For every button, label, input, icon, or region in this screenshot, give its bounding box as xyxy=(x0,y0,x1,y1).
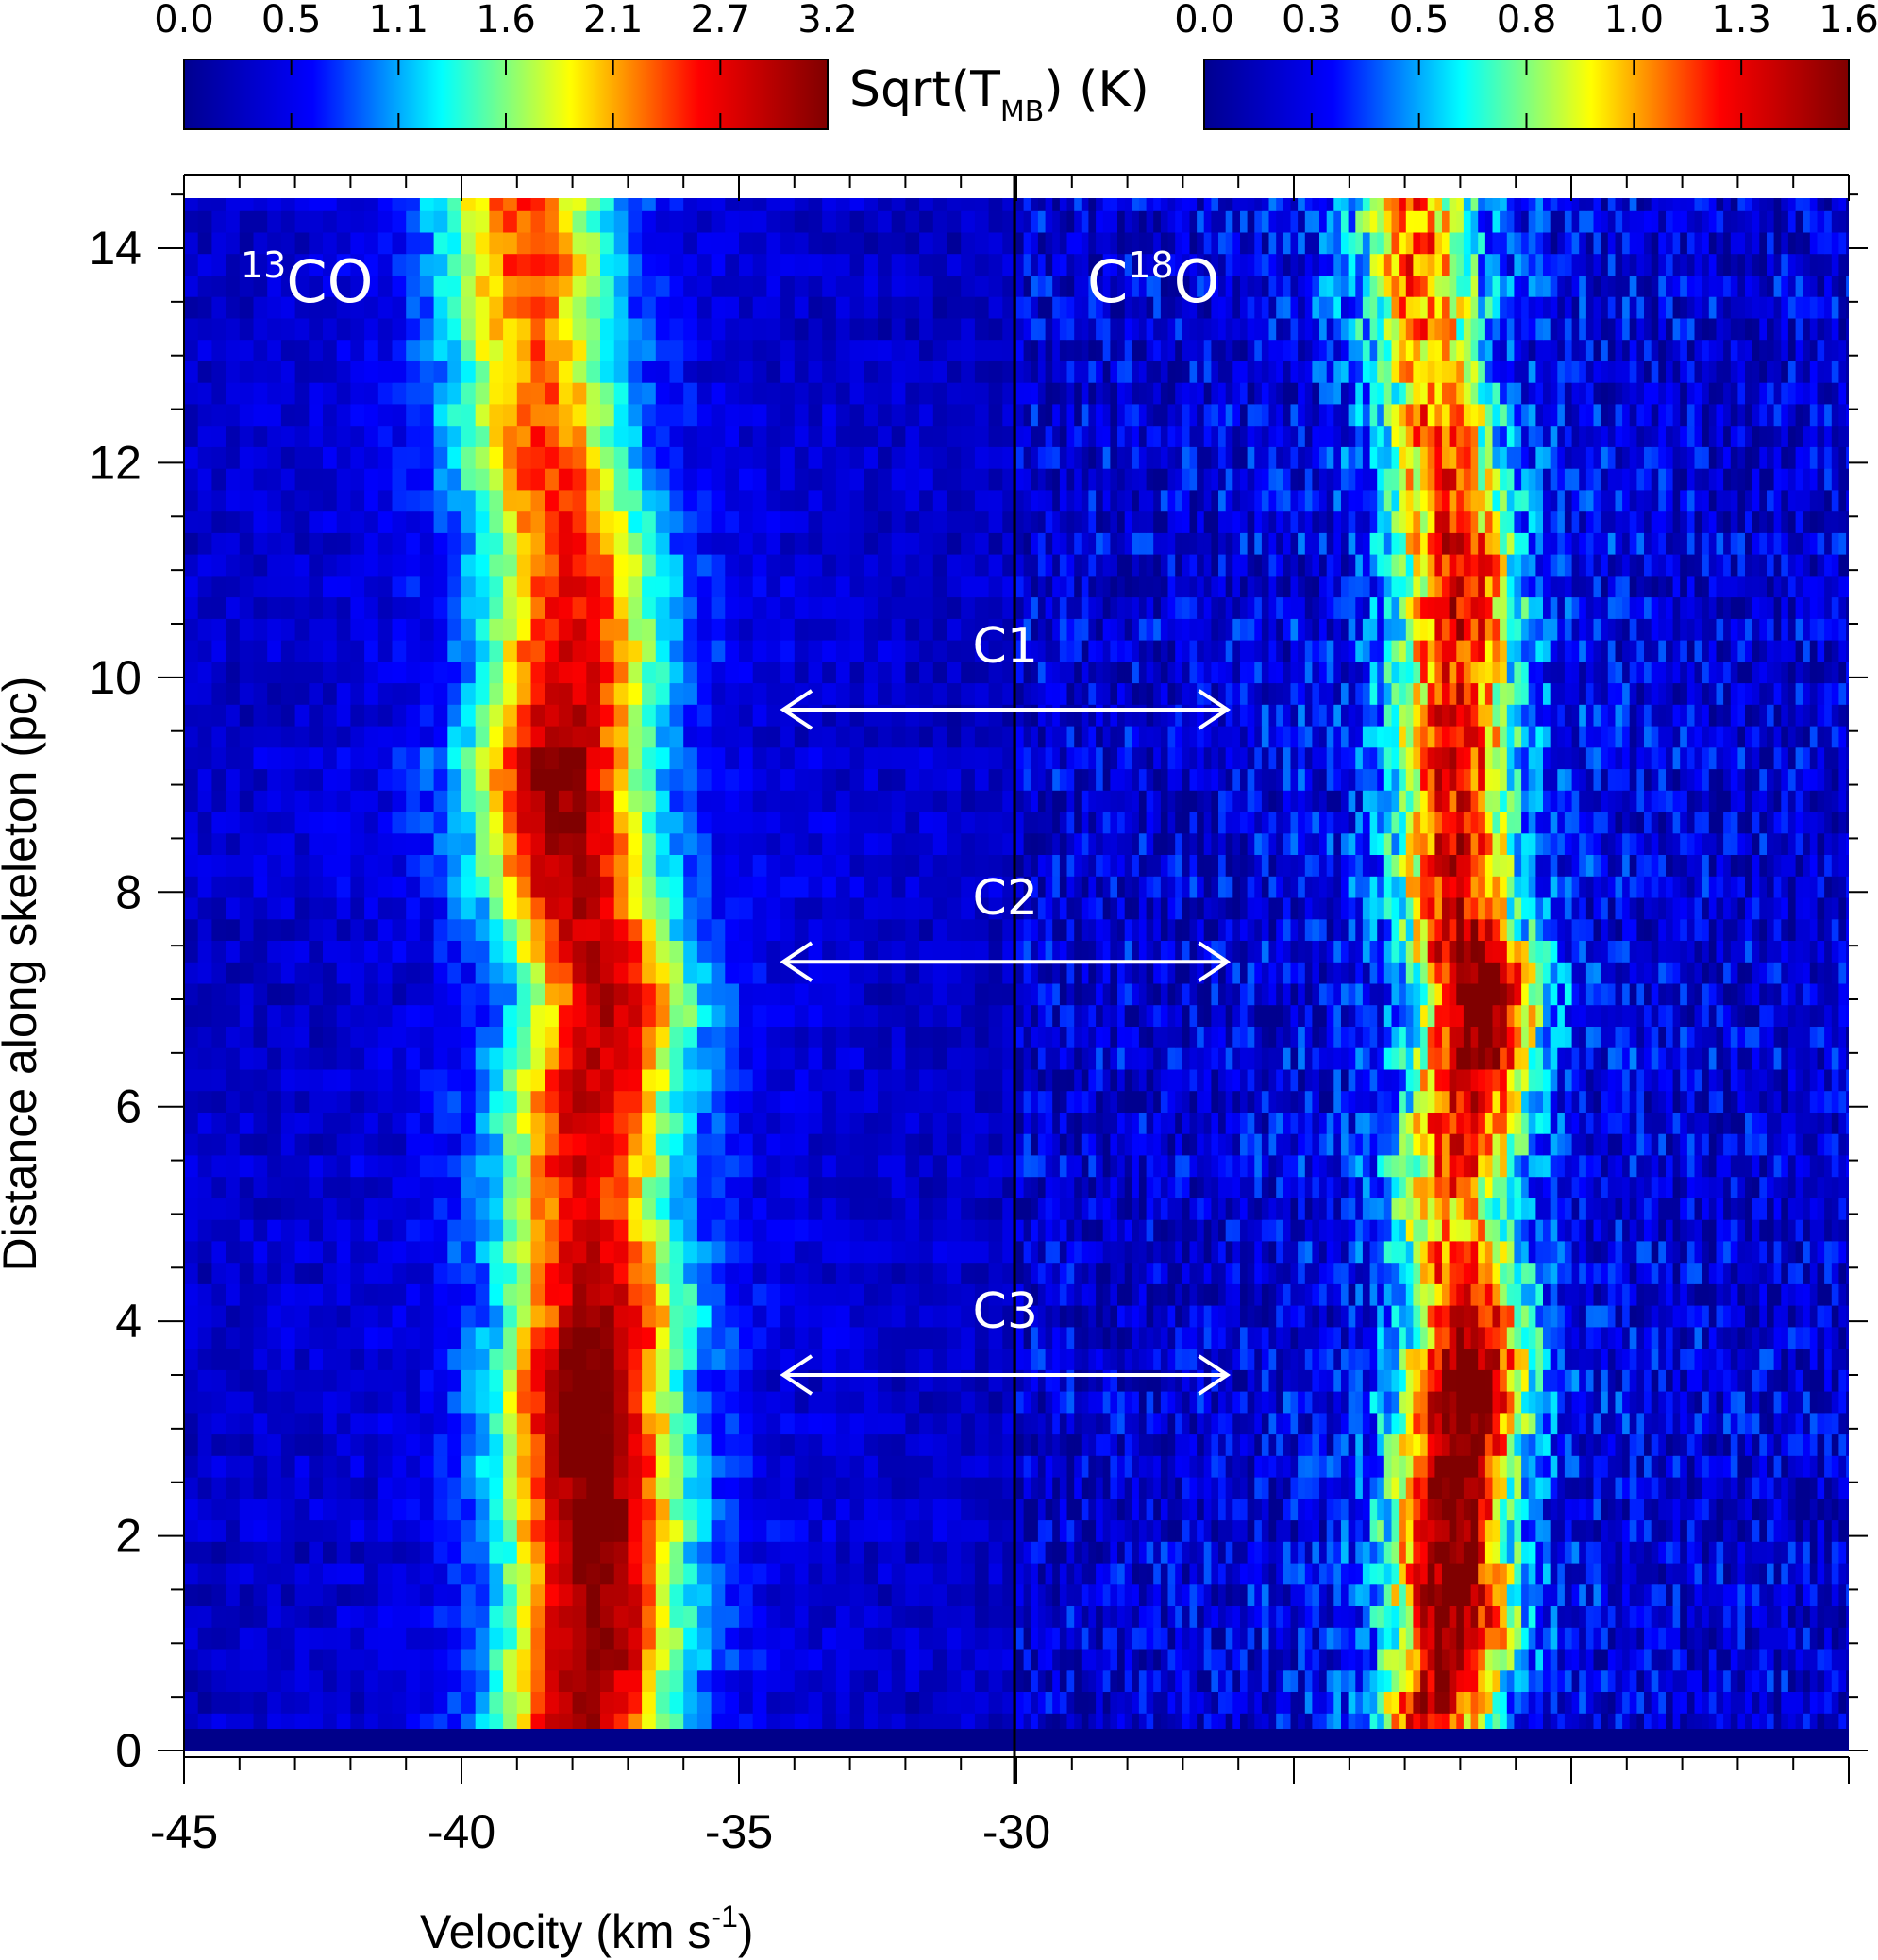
annotation-c1: C1 xyxy=(780,618,1232,730)
colorbar-tick-label: 2.7 xyxy=(691,0,751,42)
colorbar-left: 0.0 0.5 1.1 1.6 2.1 2.7 3.2 xyxy=(154,0,858,130)
colorbar-tick-label: 0.5 xyxy=(261,0,322,42)
arrow-head-right xyxy=(1198,689,1232,730)
y-tick-label: 12 xyxy=(89,436,142,489)
x-tick-label: -35 xyxy=(705,1805,773,1858)
colorbar-tick-label: 1.0 xyxy=(1604,0,1665,42)
x-tick-label: -30 xyxy=(982,1805,1050,1858)
y-tick-label: 2 xyxy=(115,1510,142,1563)
colorbar-right-ticks: 0.0 0.3 0.5 0.8 1.0 1.3 1.6 xyxy=(1174,0,1878,129)
arrow-head-right xyxy=(1198,1354,1232,1396)
colorbar-tick-label: 1.6 xyxy=(476,0,536,42)
colorbar-tick-label: 0.5 xyxy=(1389,0,1450,42)
colorbar-tick-label: 0.0 xyxy=(1174,0,1234,42)
x-tick-label: -45 xyxy=(150,1805,218,1858)
x-tick-labels: -45 -40 -35 -30 xyxy=(150,1805,1050,1858)
annotation-label: C3 xyxy=(973,1283,1038,1340)
y-tick-label: 10 xyxy=(89,651,142,704)
annotation-label: C1 xyxy=(973,618,1038,675)
annotations: C1 C2 C3 xyxy=(780,618,1232,1396)
top-tick-axis xyxy=(183,174,1850,201)
y-axis xyxy=(158,175,185,1757)
colorbar-right: 0.0 0.3 0.5 0.8 1.0 1.3 1.6 xyxy=(1174,0,1878,130)
y-tick-labels: 0 2 4 6 8 10 12 14 xyxy=(89,222,142,1777)
arrow-head-left xyxy=(780,941,813,982)
y-tick-label: 0 xyxy=(115,1724,142,1777)
x-tick-label: -40 xyxy=(428,1805,495,1858)
annotation-label: C2 xyxy=(973,870,1038,927)
y-tick-label: 6 xyxy=(115,1081,142,1133)
y-tick-label: 4 xyxy=(115,1295,142,1348)
panel-13co xyxy=(184,198,1014,1751)
colorbar-tick-label: 2.1 xyxy=(583,0,644,42)
panel-label-13co: 13CO xyxy=(241,244,373,316)
bottom-tick-axis xyxy=(183,1756,1850,1784)
panel-label-c18o: C18O xyxy=(1087,244,1219,316)
arrow-head-left xyxy=(780,689,813,730)
colorbar-tick-label: 0.8 xyxy=(1497,0,1557,42)
y-tick-label: 8 xyxy=(115,865,142,918)
colorbar-tick-label: 1.1 xyxy=(369,0,429,42)
annotation-c2: C2 xyxy=(780,870,1232,982)
colorbar-tick-label: 1.3 xyxy=(1711,0,1771,42)
colorbar-label: Sqrt(TMB) (K) xyxy=(849,61,1149,128)
panel-c18o xyxy=(1014,198,1849,1751)
panel-c18o-heatmap xyxy=(1016,198,1849,1735)
colorbar-tick-label: 3.2 xyxy=(797,0,858,42)
colorbar-tick-label: 0.0 xyxy=(154,0,214,42)
colorbar-tick-label: 0.3 xyxy=(1282,0,1342,42)
y-tick-label: 14 xyxy=(89,222,142,275)
annotation-c3: C3 xyxy=(780,1283,1232,1396)
colorbar-tick-label: 1.6 xyxy=(1819,0,1878,42)
x-axis-title: Velocity (km s-1) xyxy=(420,1900,754,1958)
arrow-head-left xyxy=(780,1354,813,1396)
arrow-head-right xyxy=(1198,941,1232,982)
y-axis-title: Distance along skeleton (pc) xyxy=(0,677,46,1272)
y-axis-right xyxy=(1849,193,1868,1751)
colorbar-left-ticks: 0.0 0.5 1.1 1.6 2.1 2.7 3.2 xyxy=(154,0,858,129)
